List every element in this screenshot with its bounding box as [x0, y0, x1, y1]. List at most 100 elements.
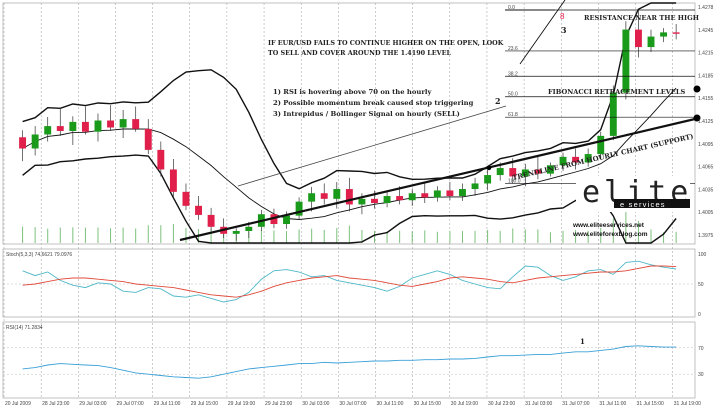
candle-body	[622, 29, 630, 93]
candle-body	[182, 191, 190, 206]
candle-body	[195, 205, 202, 215]
candle-body	[69, 121, 77, 131]
rsi-panel	[2, 321, 696, 399]
x-tick-label: 31 Jul 03:00	[525, 401, 552, 407]
price-tick-label: 1.4155	[698, 96, 714, 102]
candle-body	[232, 231, 240, 234]
fibonacci-label: 38.2	[508, 71, 518, 77]
band-upper	[22, 2, 677, 190]
support-trendline	[179, 117, 696, 242]
channel-line	[237, 105, 507, 187]
x-tick-label: 30 Jul 15:00	[414, 401, 441, 407]
candle-body	[107, 120, 115, 128]
rsi-tick-label: 30	[698, 372, 704, 378]
x-tick-label: 31 Jul 19:00	[674, 401, 701, 407]
x-tick-label: 29 Jul 23:00	[265, 401, 292, 407]
candle-body	[119, 119, 127, 128]
x-tick-label: 30 Jul 07:00	[339, 401, 366, 407]
fibonacci-label: FIBONACCI RETRACEMENT LEVELS	[548, 88, 685, 96]
x-tick-label: 31 Jul 07:00	[562, 401, 589, 407]
candle-body	[496, 168, 504, 176]
stochastic-title: Stoch(5,3,3) 74.6621 79.0976	[6, 252, 72, 258]
candle-body	[459, 189, 466, 197]
red-signal-marker: 8	[560, 12, 565, 21]
candle-body	[383, 196, 391, 204]
candle-body	[169, 169, 177, 192]
x-tick-label: 30 Jul 03:00	[302, 401, 329, 407]
price-tick-label: 1.3975	[698, 233, 714, 239]
candle-body	[358, 198, 366, 205]
price-tick-label: 1.4095	[698, 142, 714, 148]
rsi-title: RSI(14) 71.2834	[6, 325, 43, 331]
candle-body	[270, 214, 278, 225]
x-tick-label: 28 Jul 23:00	[42, 401, 69, 407]
candle-body	[547, 165, 554, 174]
candle-body	[283, 215, 290, 225]
top-note-line2: TO SELL AND COVER AROUND THE 1.4190 LEVE…	[268, 49, 452, 57]
candle-body	[396, 196, 404, 201]
rsi-tick-label: 70	[698, 346, 704, 352]
reason-3: 3) Intrepidus / Bollinger Signal on hour…	[273, 110, 460, 118]
candle-body	[521, 169, 529, 177]
candle-body	[56, 126, 64, 131]
price-tick-label: 1.4065	[698, 165, 714, 171]
candle-body	[19, 137, 27, 149]
x-tick-label: 29 Jul 19:00	[228, 401, 255, 407]
candle-body	[320, 193, 328, 199]
stoch-line-k	[22, 260, 677, 303]
top-note-line1: IF EUR/USD FAILS TO CONTINUE HIGHER ON T…	[268, 39, 504, 47]
candle-body	[371, 198, 378, 204]
stoch-line-d	[22, 265, 677, 298]
candle-body	[584, 154, 592, 163]
x-tick-label: 29 Jul 11:00	[154, 401, 181, 407]
candle-body	[94, 120, 102, 132]
url-1: www.eliteeservices.net	[572, 222, 645, 229]
candle-body	[345, 189, 353, 205]
candle-body	[647, 36, 655, 48]
candle-body	[672, 32, 680, 34]
rsi-line	[3, 345, 695, 379]
x-tick-label: 29 Jul 03:00	[79, 401, 106, 407]
candle-body	[207, 214, 215, 227]
resistance-label: RESISTANCE NEAR THE HIGH	[584, 14, 699, 22]
upper-trendline	[519, 0, 566, 65]
candle-body	[31, 134, 39, 149]
price-tick-label: 1.4245	[698, 28, 714, 34]
fibonacci-label: 61.8	[508, 112, 518, 118]
price-tick-label: 1.4215	[698, 51, 714, 57]
candle-body	[509, 168, 517, 177]
vertical-grid	[3, 3, 673, 398]
candle-body	[333, 189, 341, 199]
candle-body	[433, 190, 441, 198]
x-tick-label: 31 Jul 15:00	[637, 401, 664, 407]
candle-body	[446, 190, 454, 197]
candle-body	[471, 183, 479, 190]
marker-3: 3	[561, 25, 567, 35]
rsi-marker-1: 1	[580, 337, 585, 346]
x-tick-label: 31 Jul 11:00	[599, 401, 626, 407]
candle-body	[559, 156, 567, 166]
volume-bars	[22, 210, 677, 243]
price-tick-label: 1.4035	[698, 187, 714, 193]
fibonacci-label: 50.0	[508, 92, 518, 98]
trendline-marker-dot	[693, 114, 701, 122]
price-tick-label: 1.4005	[698, 210, 714, 216]
stoch-tick-label: 0	[698, 312, 701, 318]
url-2: www.eliteforexblog.com	[572, 231, 648, 238]
candle-body	[634, 29, 642, 48]
fibonacci-marker-dot	[693, 85, 701, 93]
indicator-axis-labels: 100 50 0 70 30	[698, 252, 707, 378]
x-tick-label: 30 Jul 19:00	[451, 401, 478, 407]
stoch-tick-label: 50	[698, 282, 704, 288]
fibonacci-label: 0.0	[508, 5, 515, 11]
candle-body	[597, 135, 605, 155]
candle-body	[295, 201, 303, 216]
candle-body	[408, 193, 416, 201]
x-tick-label: 29 Jul 07:00	[116, 401, 143, 407]
time-axis-labels: 20 Jul 2009 28 Jul 23:00 29 Jul 03:00 29 Ju…	[5, 401, 701, 407]
x-tick-label: 30 Jul 23:00	[488, 401, 515, 407]
candlesticks	[19, 10, 680, 241]
candle-body	[572, 156, 580, 163]
candle-body	[144, 128, 152, 150]
